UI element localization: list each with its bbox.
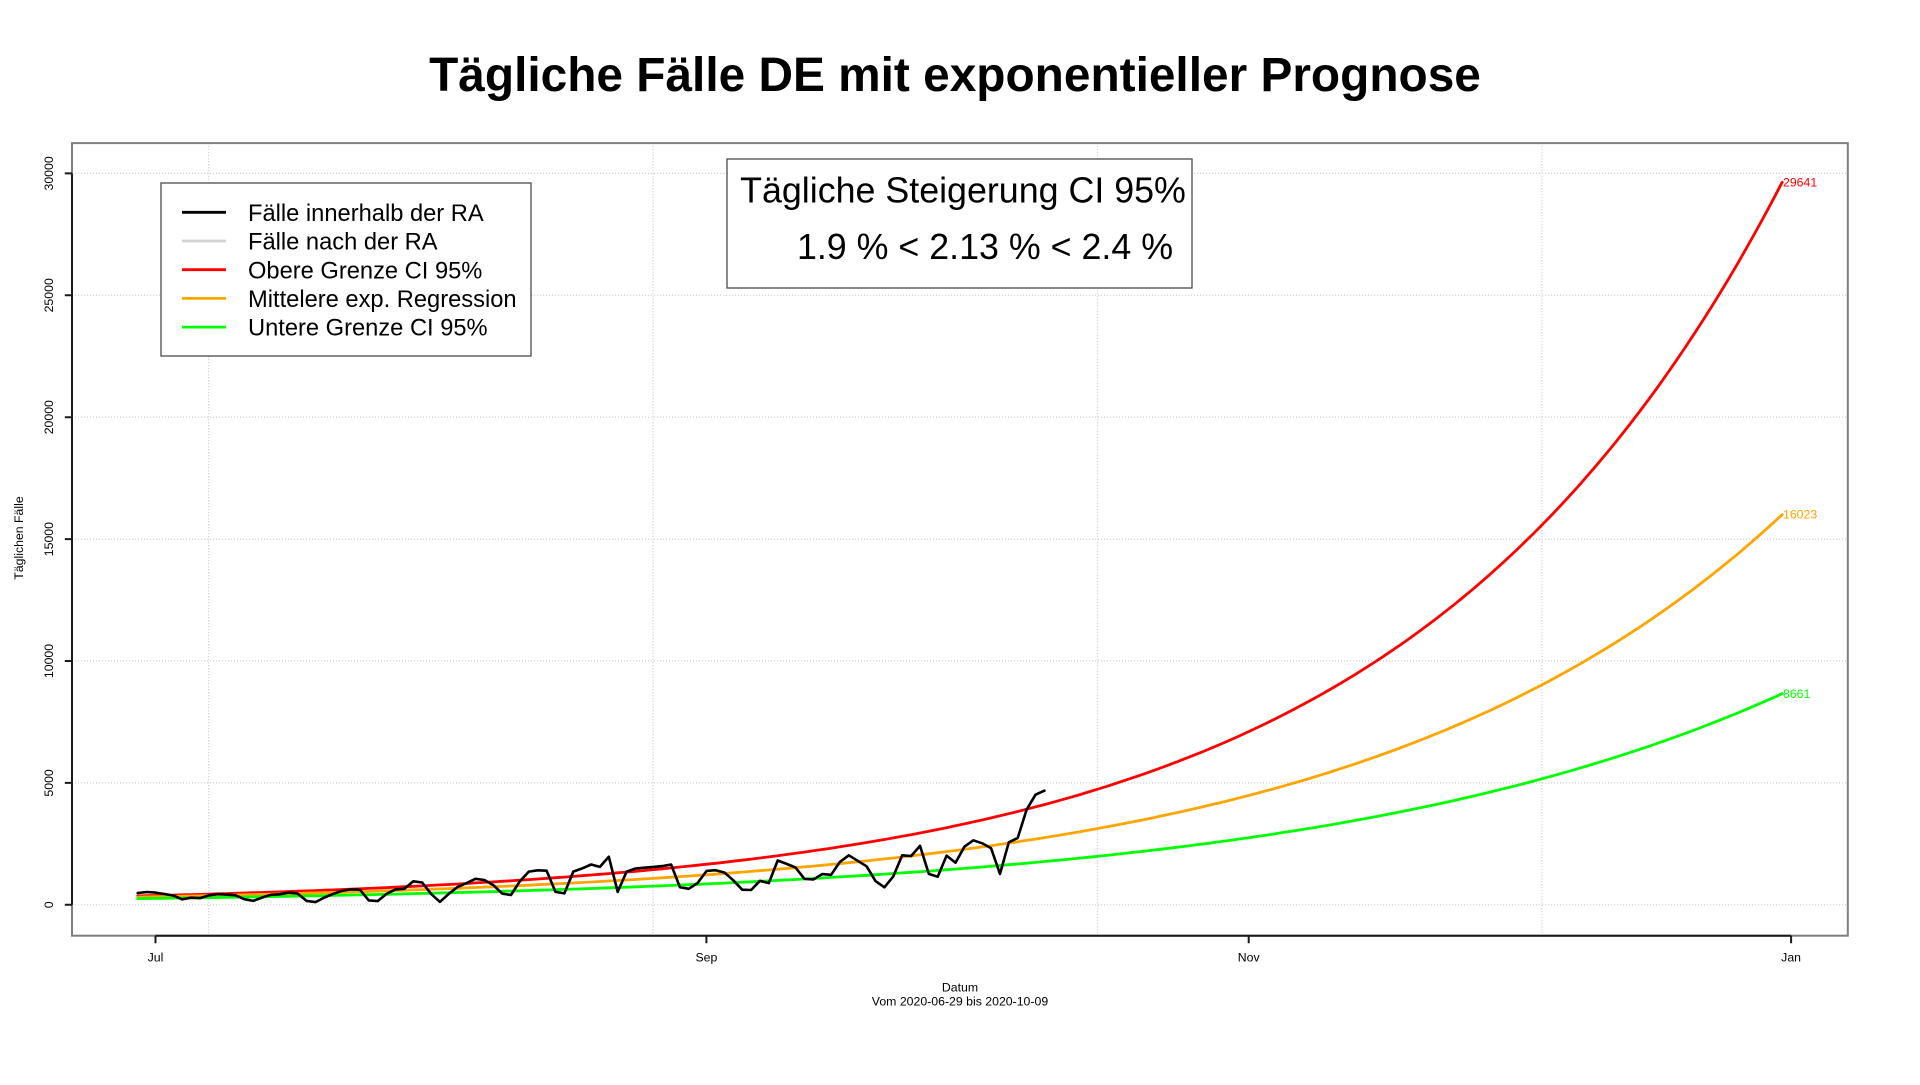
svg-text:Untere Grenze CI 95%: Untere Grenze CI 95%: [248, 316, 488, 342]
svg-text:15000: 15000: [42, 522, 56, 556]
svg-text:Vom 2020-06-29 bis 2020-10-09: Vom 2020-06-29 bis 2020-10-09: [872, 994, 1049, 1008]
svg-text:10000: 10000: [42, 644, 56, 678]
svg-text:Mittelere exp. Regression: Mittelere exp. Regression: [248, 287, 517, 313]
svg-text:Jan: Jan: [1781, 951, 1801, 965]
svg-text:Sep: Sep: [695, 951, 717, 965]
svg-text:5000: 5000: [42, 769, 56, 797]
svg-text:30000: 30000: [42, 156, 56, 190]
svg-text:Obere Grenze CI 95%: Obere Grenze CI 95%: [248, 258, 482, 284]
svg-text:Fälle innerhalb der RA: Fälle innerhalb der RA: [248, 201, 484, 227]
svg-text:20000: 20000: [42, 400, 56, 434]
svg-text:Jul: Jul: [148, 951, 164, 965]
svg-text:16023: 16023: [1783, 508, 1817, 522]
svg-text:Datum: Datum: [942, 980, 978, 994]
svg-text:0: 0: [42, 901, 56, 908]
svg-text:25000: 25000: [42, 278, 56, 312]
svg-text:Fälle nach der RA: Fälle nach der RA: [248, 230, 438, 256]
svg-text:1.9 % < 2.13 % < 2.4 %: 1.9 % < 2.13 % < 2.4 %: [797, 227, 1173, 267]
svg-text:29641: 29641: [1783, 176, 1817, 190]
svg-text:Tägliche Fälle DE mit exponent: Tägliche Fälle DE mit exponentieller Pro…: [429, 49, 1481, 102]
svg-text:Täglichen Fälle: Täglichen Fälle: [12, 496, 26, 580]
svg-text:Tägliche Steigerung CI 95%: Tägliche Steigerung CI 95%: [740, 170, 1186, 210]
svg-text:Nov: Nov: [1238, 951, 1261, 965]
svg-text:8661: 8661: [1783, 687, 1811, 701]
